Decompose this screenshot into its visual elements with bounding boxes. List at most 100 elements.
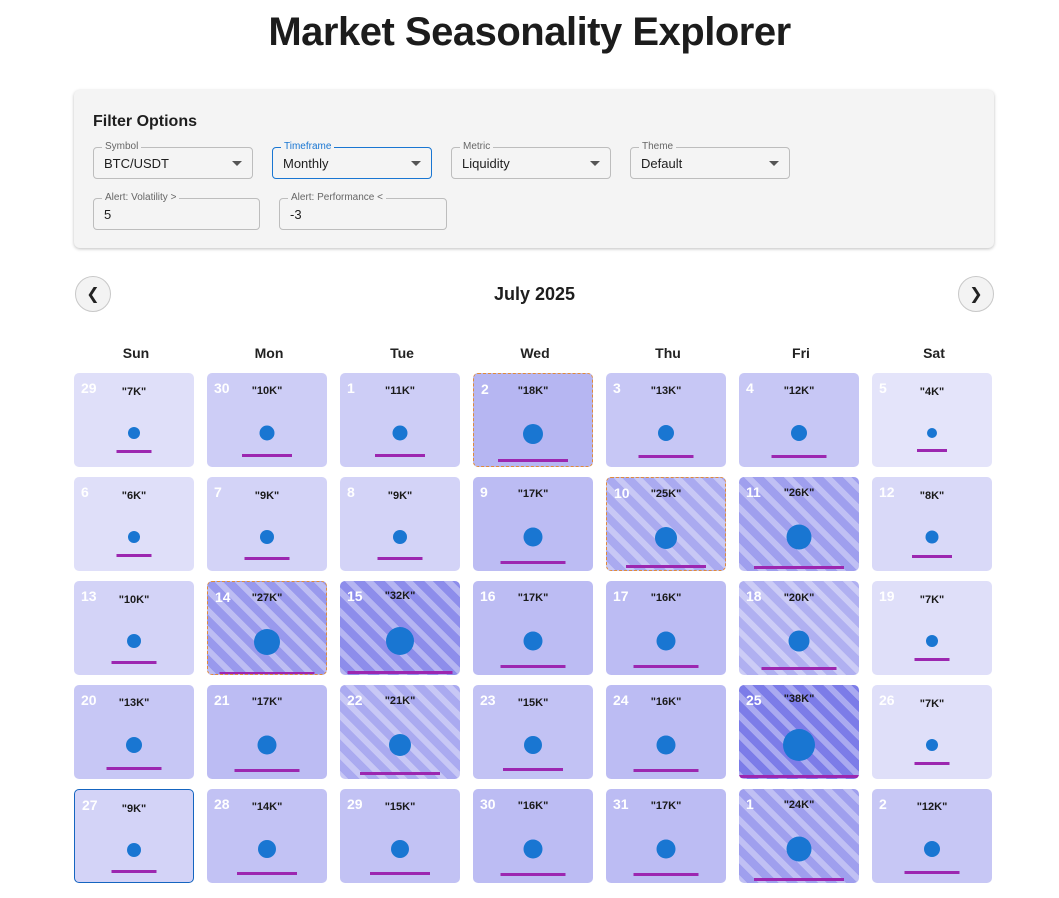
liquidity-dot <box>655 527 677 549</box>
liquidity-dot <box>260 530 274 544</box>
volume-label: "26K" <box>783 487 815 499</box>
liquidity-dot <box>127 634 141 648</box>
weekday-thu: Thu <box>655 345 681 361</box>
day-number: 1 <box>746 796 754 812</box>
alert-volatility-input[interactable]: Alert: Volatility > 5 <box>93 191 260 230</box>
performance-bar <box>234 769 300 772</box>
chevron-down-icon <box>411 161 421 166</box>
weekday-sat: Sat <box>923 345 945 361</box>
day-cell[interactable]: 19 "7K" <box>872 581 992 675</box>
volume-label: "4K" <box>919 386 945 398</box>
performance-bar <box>633 665 699 668</box>
day-cell[interactable]: 22 "21K" <box>340 685 460 779</box>
day-number: 24 <box>613 692 629 708</box>
day-number: 2 <box>879 796 887 812</box>
day-cell[interactable]: 13 "10K" <box>74 581 194 675</box>
day-cell[interactable]: 26 "7K" <box>872 685 992 779</box>
symbol-label: Symbol <box>102 140 142 154</box>
day-cell[interactable]: 24 "16K" <box>606 685 726 779</box>
day-cell[interactable]: 30 "10K" <box>207 373 327 467</box>
day-cell[interactable]: 30 "16K" <box>473 789 593 883</box>
day-cell[interactable]: 5 "4K" <box>872 373 992 467</box>
day-cell[interactable]: 17 "16K" <box>606 581 726 675</box>
day-cell[interactable]: 20 "13K" <box>74 685 194 779</box>
day-cell[interactable]: 12 "8K" <box>872 477 992 571</box>
theme-label: Theme <box>639 140 677 154</box>
day-cell[interactable]: 7 "9K" <box>207 477 327 571</box>
day-cell[interactable]: 6 "6K" <box>74 477 194 571</box>
day-cell[interactable]: 28 "14K" <box>207 789 327 883</box>
next-month-button[interactable]: ❯ <box>958 276 994 312</box>
day-cell[interactable]: 25 "38K" <box>739 685 859 779</box>
day-number: 14 <box>215 589 231 605</box>
day-number: 5 <box>879 380 887 396</box>
day-cell[interactable]: 27 "9K" <box>74 789 194 883</box>
volume-label: "7K" <box>121 386 147 398</box>
day-number: 13 <box>81 588 97 604</box>
day-number: 23 <box>480 692 496 708</box>
day-number: 7 <box>214 484 222 500</box>
day-cell[interactable]: 21 "17K" <box>207 685 327 779</box>
volume-label: "13K" <box>650 385 682 397</box>
day-cell[interactable]: 8 "9K" <box>340 477 460 571</box>
volume-label: "13K" <box>118 697 150 709</box>
volume-label: "21K" <box>384 695 416 707</box>
performance-bar <box>500 873 566 876</box>
day-cell[interactable]: 2 "12K" <box>872 789 992 883</box>
volume-label: "17K" <box>251 696 283 708</box>
day-cell[interactable]: 31 "17K" <box>606 789 726 883</box>
day-number: 30 <box>214 380 230 396</box>
volume-label: "27K" <box>251 592 283 604</box>
liquidity-dot <box>524 736 542 754</box>
day-cell[interactable]: 29 "7K" <box>74 373 194 467</box>
performance-bar <box>500 561 566 564</box>
metric-select[interactable]: Metric Liquidity <box>451 140 611 179</box>
liquidity-dot <box>523 839 543 859</box>
theme-select[interactable]: Theme Default <box>630 140 790 179</box>
day-cell[interactable]: 1 "11K" <box>340 373 460 467</box>
volume-label: "8K" <box>919 490 945 502</box>
day-cell[interactable]: 11 "26K" <box>739 477 859 571</box>
day-cell[interactable]: 1 "24K" <box>739 789 859 883</box>
performance-bar <box>754 566 844 569</box>
volume-label: "9K" <box>254 490 280 502</box>
chevron-down-icon <box>590 161 600 166</box>
weekday-sun: Sun <box>122 345 150 361</box>
day-number: 15 <box>347 588 363 604</box>
volume-label: "12K" <box>916 801 948 813</box>
symbol-select[interactable]: Symbol BTC/USDT <box>93 140 253 179</box>
chevron-down-icon <box>769 161 779 166</box>
day-cell[interactable]: 9 "17K" <box>473 477 593 571</box>
chevron-down-icon <box>232 161 242 166</box>
volume-label: "6K" <box>121 490 147 502</box>
timeframe-select[interactable]: Timeframe Monthly <box>272 140 432 179</box>
performance-bar <box>761 667 837 670</box>
liquidity-dot <box>925 530 939 544</box>
day-cell[interactable]: 23 "15K" <box>473 685 593 779</box>
alert-performance-input[interactable]: Alert: Performance < -3 <box>279 191 447 230</box>
volume-label: "16K" <box>517 800 549 812</box>
day-cell[interactable]: 15 "32K" <box>340 581 460 675</box>
day-cell[interactable]: 2 "18K" <box>473 373 593 467</box>
performance-bar <box>638 455 694 458</box>
day-cell[interactable]: 10 "25K" <box>606 477 726 571</box>
prev-month-button[interactable]: ❮ <box>75 276 111 312</box>
day-cell[interactable]: 18 "20K" <box>739 581 859 675</box>
day-number: 26 <box>879 692 895 708</box>
day-cell[interactable]: 16 "17K" <box>473 581 593 675</box>
volume-label: "15K" <box>517 697 549 709</box>
liquidity-dot <box>523 527 543 547</box>
liquidity-dot <box>258 840 276 858</box>
day-number: 6 <box>81 484 89 500</box>
day-cell[interactable]: 3 "13K" <box>606 373 726 467</box>
performance-bar <box>377 557 423 560</box>
day-number: 1 <box>347 380 355 396</box>
day-cell[interactable]: 29 "15K" <box>340 789 460 883</box>
liquidity-dot <box>783 729 815 761</box>
day-cell[interactable]: 14 "27K" <box>207 581 327 675</box>
day-cell[interactable]: 4 "12K" <box>739 373 859 467</box>
day-number: 31 <box>613 796 629 812</box>
chevron-left-icon: ❮ <box>86 286 100 303</box>
performance-bar <box>347 671 453 674</box>
performance-bar <box>626 565 706 568</box>
